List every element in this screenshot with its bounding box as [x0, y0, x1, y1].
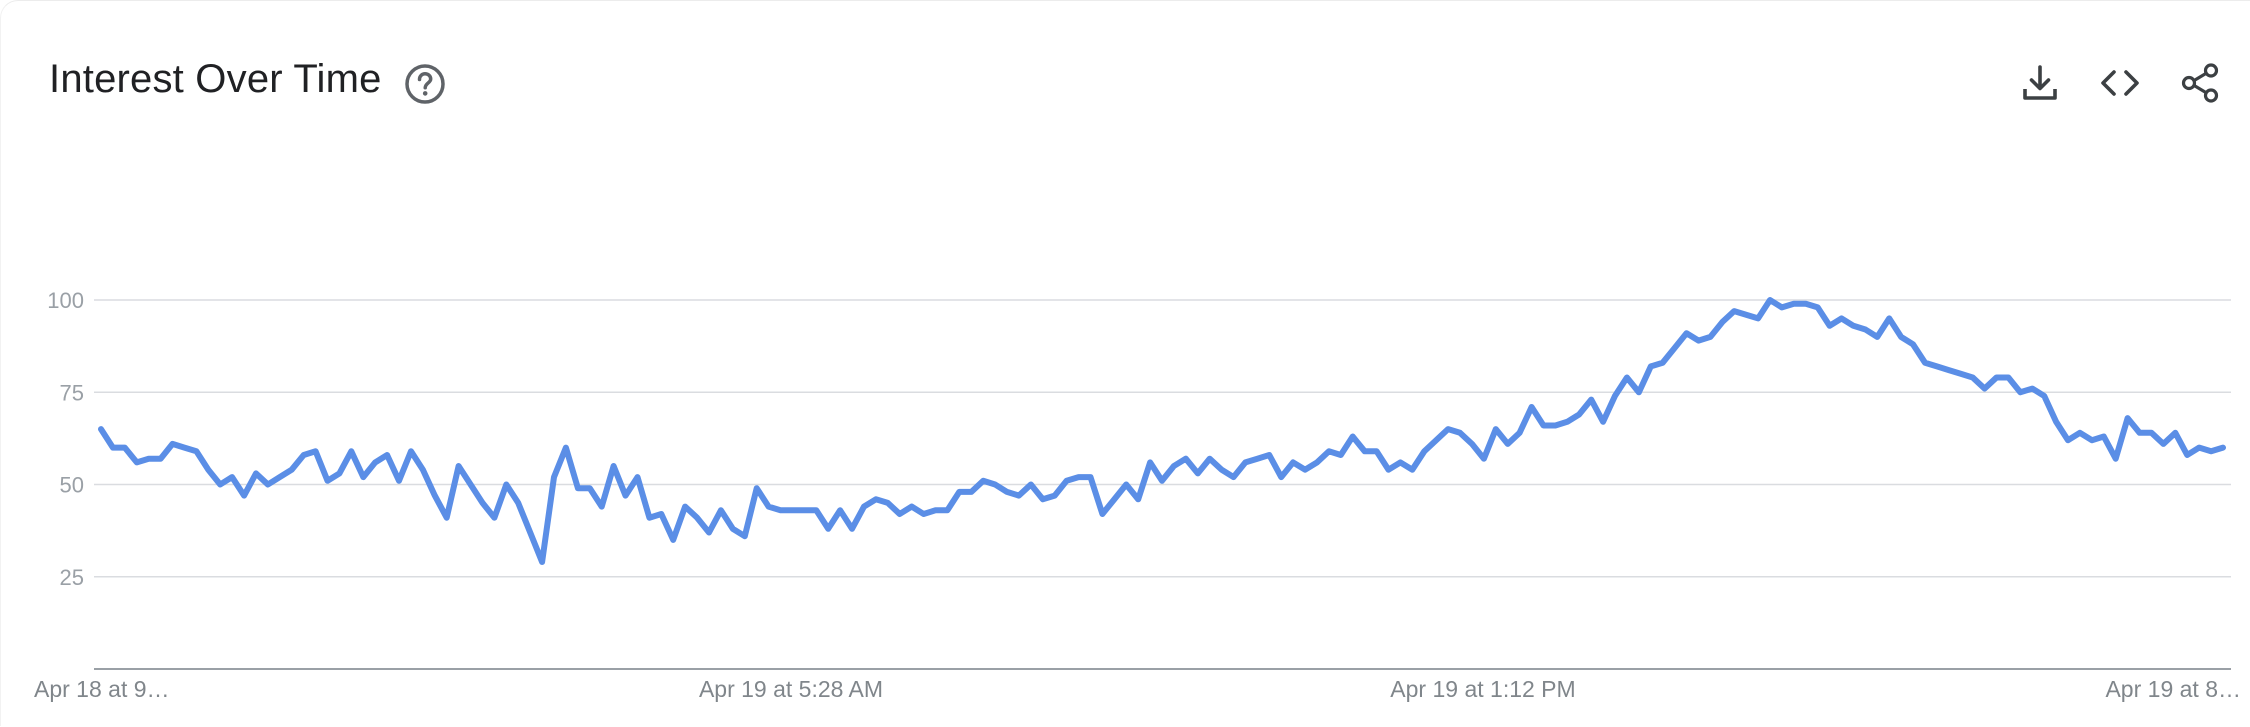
share-icon[interactable]: [2178, 61, 2222, 105]
y-tick-label: 50: [60, 473, 84, 498]
y-tick-label: 25: [60, 565, 84, 590]
embed-code-icon[interactable]: [2098, 61, 2142, 105]
x-tick-label: Apr 19 at 8…: [2105, 676, 2241, 702]
y-tick-label: 75: [60, 380, 84, 405]
card-header: Interest Over Time: [1, 1, 2250, 171]
x-tick-label: Apr 19 at 1:12 PM: [1390, 676, 1575, 702]
x-tick-label: Apr 19 at 5:28 AM: [699, 676, 883, 702]
y-tick-label: 100: [47, 288, 84, 313]
help-circle-icon[interactable]: [404, 63, 446, 105]
series-line-0: [98, 297, 2226, 565]
download-icon[interactable]: [2018, 61, 2062, 105]
chart-title: Interest Over Time: [49, 57, 382, 101]
x-tick-label: Apr 18 at 9…: [34, 676, 170, 702]
